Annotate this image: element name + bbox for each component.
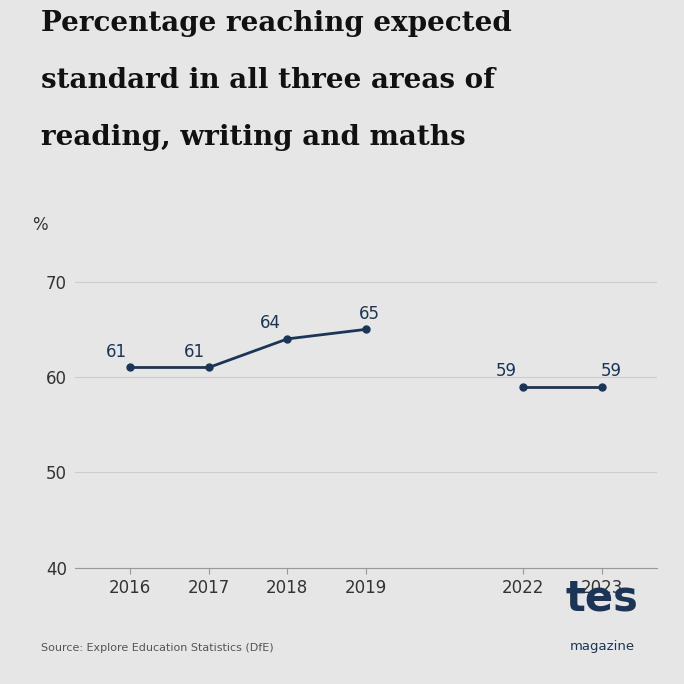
Text: reading, writing and maths: reading, writing and maths	[41, 124, 466, 150]
Text: 59: 59	[495, 362, 516, 380]
Text: %: %	[31, 216, 47, 234]
Text: 65: 65	[359, 304, 380, 323]
Text: magazine: magazine	[569, 640, 635, 653]
Text: 59: 59	[601, 362, 622, 380]
Text: tes: tes	[566, 577, 638, 619]
Text: standard in all three areas of: standard in all three areas of	[41, 67, 495, 94]
Text: Source: Explore Education Statistics (DfE): Source: Explore Education Statistics (Df…	[41, 643, 274, 653]
Text: 61: 61	[105, 343, 127, 361]
Text: 61: 61	[184, 343, 205, 361]
Text: 64: 64	[260, 314, 280, 332]
Text: Percentage reaching expected: Percentage reaching expected	[41, 10, 512, 37]
